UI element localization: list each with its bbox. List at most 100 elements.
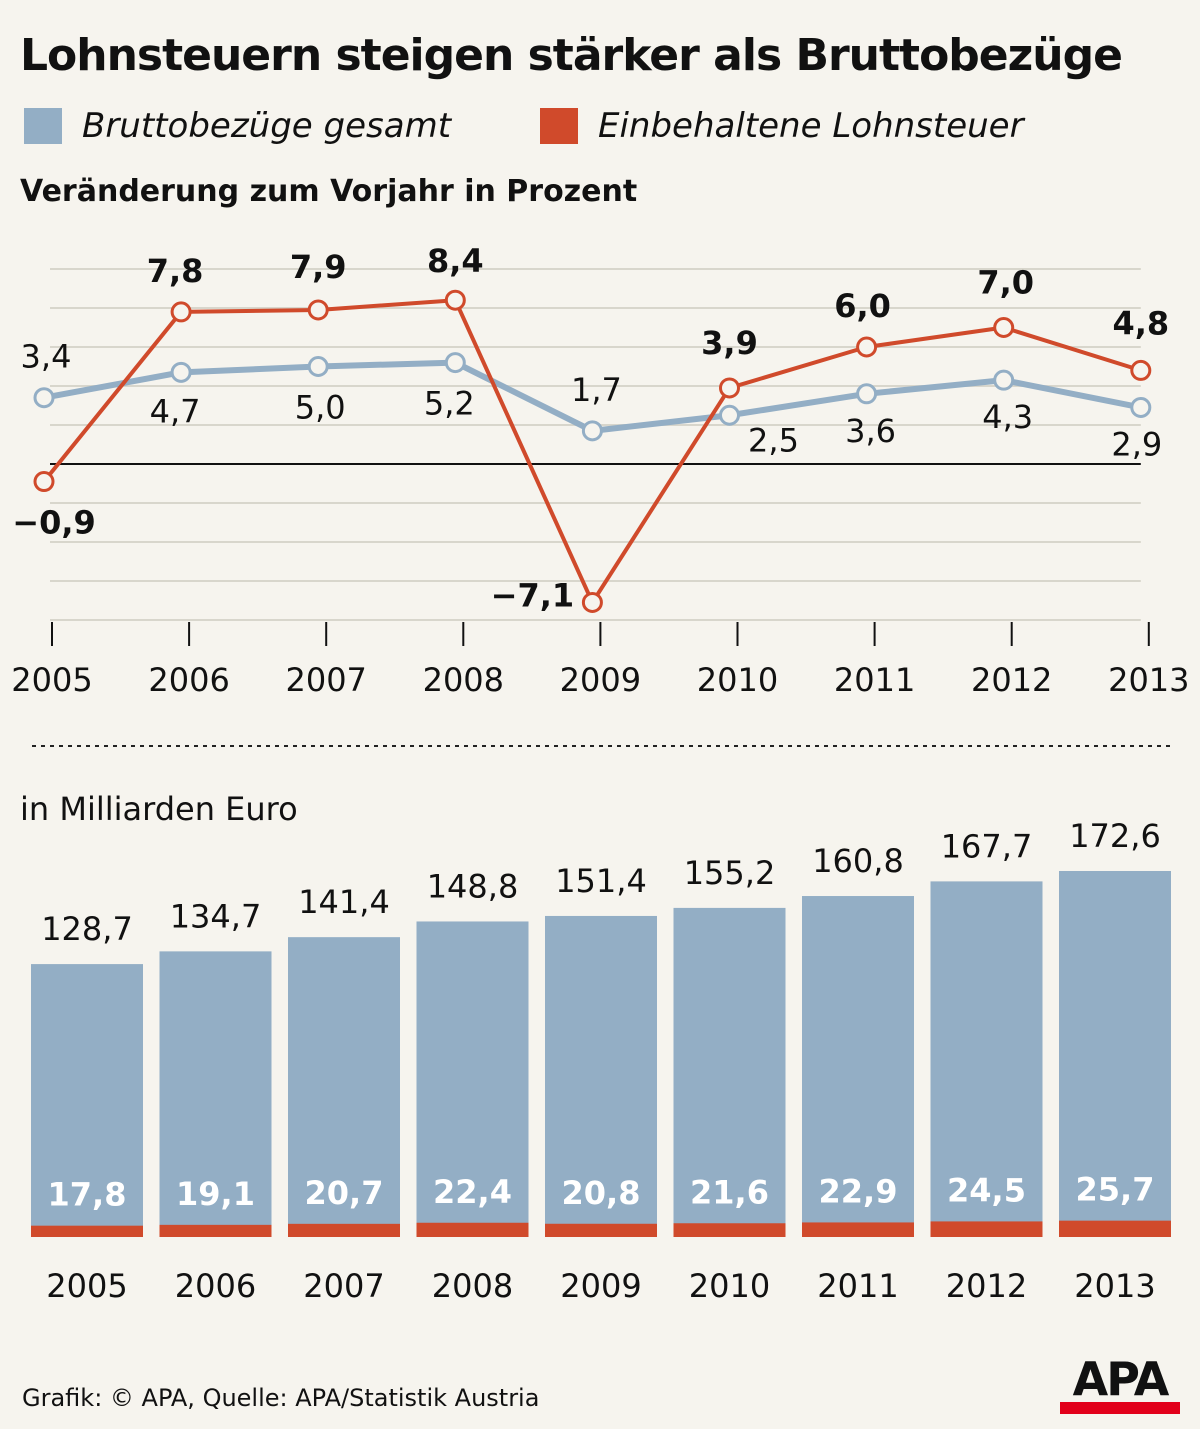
data-point (856, 336, 878, 358)
bar-lohnsteuer (545, 1223, 657, 1237)
data-label-bruttobezuege: 5,2 (424, 385, 475, 423)
data-point (444, 352, 466, 374)
x-tick-label: 2005 (11, 661, 92, 699)
bar-label-bruttobezuege: 141,4 (298, 883, 390, 921)
apa-logo-bar (1060, 1402, 1180, 1414)
data-point (1130, 396, 1152, 418)
apa-logo-text: APA (1072, 1352, 1170, 1406)
data-label-lohnsteuer: 7,8 (147, 252, 204, 290)
data-label-lohnsteuer: 3,9 (701, 324, 758, 362)
data-point (33, 471, 55, 493)
data-point (719, 404, 740, 426)
bar-label-bruttobezuege: 172,6 (1069, 820, 1161, 855)
bar-category-label: 2008 (432, 1267, 513, 1305)
bar-chart: 128,7 17,8 2005 134,7 19,1 2006 141,4 20,7 2007 1… (31, 820, 1171, 1305)
data-label-bruttobezuege: 3,6 (845, 412, 896, 450)
bar-category-label: 2013 (1074, 1267, 1155, 1305)
bar-label-lohnsteuer: 19,1 (176, 1175, 255, 1213)
bar-label-bruttobezuege: 148,8 (427, 867, 519, 905)
bar-label-lohnsteuer: 25,7 (1076, 1171, 1155, 1209)
bar-bruttobezuege (802, 896, 914, 1237)
data-label-bruttobezuege: 1,7 (571, 371, 622, 409)
data-point (33, 387, 55, 409)
x-tick-label: 2007 (285, 661, 366, 699)
bar-chart-title: in Milliarden Euro (20, 790, 298, 828)
data-point (307, 299, 329, 321)
data-label-lohnsteuer: 4,8 (1112, 304, 1169, 342)
bar-category-label: 2010 (689, 1267, 770, 1305)
bar-lohnsteuer (1059, 1220, 1171, 1237)
data-label-bruttobezuege: 3,4 (21, 338, 72, 376)
x-tick-label: 2011 (834, 661, 915, 699)
data-point (170, 361, 192, 383)
bar-lohnsteuer (288, 1223, 400, 1237)
bar-lohnsteuer (416, 1222, 529, 1237)
data-point (993, 369, 1015, 391)
bar-category-label: 2011 (817, 1267, 898, 1305)
data-point (993, 317, 1015, 338)
line-chart-title: Veränderung zum Vorjahr in Prozent (20, 174, 638, 209)
data-label-bruttobezuege: 5,0 (295, 389, 346, 427)
data-point (170, 301, 192, 323)
data-label-lohnsteuer: 7,0 (977, 264, 1034, 302)
data-label-lohnsteuer: 6,0 (834, 287, 891, 325)
x-tick-label: 2006 (148, 661, 229, 699)
x-tick-label: 2012 (971, 661, 1052, 699)
bar-label-bruttobezuege: 167,7 (941, 827, 1033, 865)
x-tick-label: 2009 (560, 661, 641, 699)
bar-label-bruttobezuege: 160,8 (812, 842, 904, 880)
legend-item-lohnsteuer: Einbehaltene Lohnsteuer (540, 104, 1024, 148)
series-line-lohnsteuer (42, 298, 1142, 605)
bar-bruttobezuege (416, 921, 529, 1237)
bar-label-lohnsteuer: 24,5 (947, 1171, 1026, 1209)
x-tick-label: 2013 (1108, 661, 1189, 699)
source-note: Grafik: © APA, Quelle: APA/Statistik Aus… (22, 1384, 540, 1412)
bar-category-label: 2009 (560, 1267, 641, 1305)
bar-bruttobezuege (31, 964, 143, 1237)
legend-swatch-bruttobezuege (24, 108, 62, 144)
legend-item-bruttobezuege: Bruttobezüge gesamt (24, 104, 451, 148)
data-label-lohnsteuer: 7,9 (290, 248, 347, 286)
bar-label-lohnsteuer: 17,8 (48, 1176, 127, 1214)
bar-lohnsteuer (159, 1224, 272, 1237)
x-tick-label: 2010 (697, 661, 778, 699)
bar-lohnsteuer (673, 1223, 786, 1237)
line-chart: 3,4 4,7 5,0 5,2 1,7 2,5 3,6 4,3 2,9 −0,9 7,8 7,9 8,4… (11, 242, 1189, 699)
data-label-lohnsteuer: −0,9 (12, 504, 96, 542)
bar-category-label: 2012 (946, 1267, 1027, 1305)
bar-label-bruttobezuege: 134,7 (170, 897, 262, 935)
bar-bruttobezuege (673, 907, 786, 1237)
bar-bruttobezuege (930, 881, 1043, 1237)
data-label-bruttobezuege: 2,5 (748, 421, 799, 459)
bar-bruttobezuege (1059, 871, 1171, 1237)
data-label-bruttobezuege: 4,7 (150, 392, 201, 430)
apa-logo: APA (1060, 1356, 1180, 1414)
bar-lohnsteuer (31, 1225, 143, 1237)
legend-label-lohnsteuer: Einbehaltene Lohnsteuer (598, 106, 1024, 146)
data-label-lohnsteuer: 8,4 (427, 242, 484, 280)
bar-lohnsteuer (802, 1222, 914, 1237)
data-point (444, 289, 466, 311)
data-label-bruttobezuege: 4,3 (982, 398, 1033, 436)
bar-label-lohnsteuer: 22,4 (433, 1173, 512, 1211)
bar-bruttobezuege (159, 951, 272, 1237)
data-point (1130, 359, 1152, 381)
bar-label-lohnsteuer: 20,7 (305, 1174, 384, 1212)
bar-label-lohnsteuer: 22,9 (819, 1172, 898, 1210)
data-point (581, 420, 603, 442)
x-tick-label: 2008 (423, 661, 504, 699)
legend-label-bruttobezuege: Bruttobezüge gesamt (82, 106, 452, 146)
bar-category-label: 2006 (175, 1267, 256, 1305)
data-point (719, 377, 740, 399)
bar-bruttobezuege (288, 937, 400, 1237)
bar-category-label: 2005 (46, 1267, 127, 1305)
bar-lohnsteuer (930, 1221, 1043, 1237)
bar-label-bruttobezuege: 151,4 (555, 862, 647, 900)
data-label-lohnsteuer: −7,1 (491, 576, 575, 614)
bar-label-bruttobezuege: 155,2 (684, 854, 776, 892)
section-divider (32, 745, 1170, 747)
bar-label-lohnsteuer: 21,6 (690, 1173, 769, 1211)
data-point (856, 383, 878, 405)
data-point (581, 591, 603, 613)
bar-category-label: 2007 (303, 1267, 384, 1305)
